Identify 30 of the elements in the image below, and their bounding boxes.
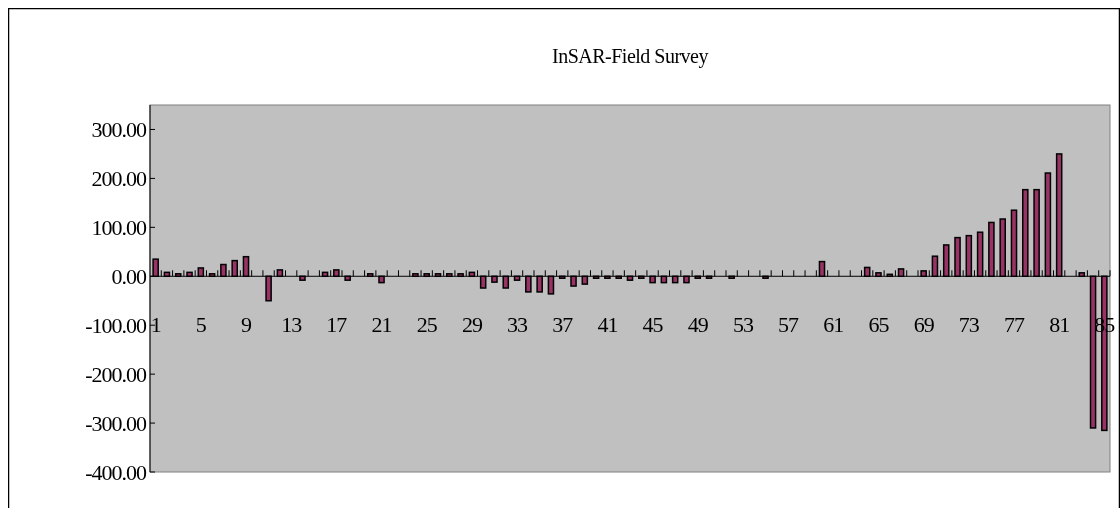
x-tick-label: 37 — [552, 312, 574, 338]
y-tick-label: -100.00 — [85, 312, 147, 338]
x-tick-label: 57 — [778, 312, 800, 338]
y-tick-label: 100.00 — [91, 215, 147, 241]
x-tick-label: 25 — [416, 312, 438, 338]
x-tick-label: 21 — [371, 312, 392, 338]
x-tick-label: 33 — [507, 312, 529, 338]
x-tick-label: 45 — [642, 312, 664, 338]
x-tick-label: 77 — [1004, 312, 1025, 338]
x-tick-label: 61 — [823, 312, 844, 338]
x-tick-label: 29 — [461, 312, 483, 338]
x-tick-label: 5 — [195, 312, 207, 338]
x-tick-label: 53 — [732, 312, 754, 338]
x-tick-label: 13 — [281, 312, 303, 338]
y-tick-label: -200.00 — [85, 361, 147, 387]
y-tick-label: -400.00 — [85, 459, 147, 485]
y-tick-label: 300.00 — [91, 117, 147, 143]
x-tick-label: 81 — [1049, 312, 1070, 338]
y-tick-label: 200.00 — [91, 166, 147, 192]
x-tick-label: 41 — [597, 312, 618, 338]
chart-title: InSAR-Field Survey — [552, 45, 709, 68]
x-tick-label: 65 — [868, 312, 890, 338]
x-tick-label: 17 — [326, 312, 348, 338]
x-tick-label: 73 — [958, 312, 980, 338]
x-tick-label: 9 — [241, 312, 252, 338]
y-tick-label: -300.00 — [85, 410, 147, 436]
y-tick-label: 0.00 — [111, 263, 147, 289]
x-tick-label: 49 — [687, 312, 709, 338]
x-tick-label: 69 — [913, 312, 935, 338]
x-tick-label: 1 — [150, 312, 161, 338]
